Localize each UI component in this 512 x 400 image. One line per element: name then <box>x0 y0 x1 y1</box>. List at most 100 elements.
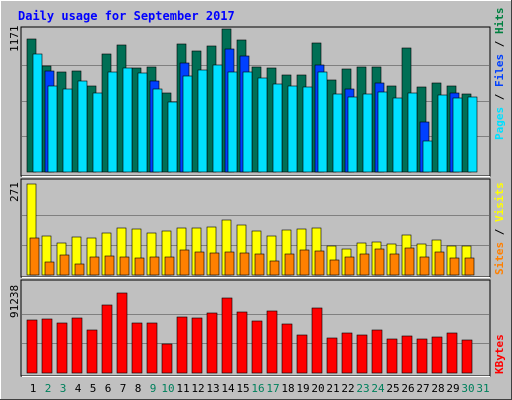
kbytes-bar-kbytes-day-19 <box>296 334 308 374</box>
requests-legend: Pages / Files / Hits <box>493 8 506 141</box>
kbytes-bar-kbytes-day-4 <box>71 317 83 374</box>
day-label-24: 24 <box>371 382 385 395</box>
kbytes-bar-kbytes-day-29 <box>446 332 458 374</box>
day-label-29: 29 <box>446 382 459 395</box>
visits-bar-sites-day-1 <box>29 237 40 276</box>
visits-bar-sites-day-12 <box>194 251 205 276</box>
day-label-26: 26 <box>401 382 414 395</box>
kbytes-bar-kbytes-day-17 <box>266 310 278 374</box>
day-label-3: 3 <box>60 382 67 395</box>
requests-bar-pages-day-26 <box>407 92 418 173</box>
requests-bars <box>26 28 478 173</box>
kbytes-bar-kbytes-day-14 <box>221 297 233 374</box>
requests-bar-pages-day-3 <box>62 88 73 173</box>
legend-kbytes: KBytes <box>493 334 506 374</box>
visits-bar-sites-day-9 <box>149 256 160 276</box>
visits-bar-sites-day-24 <box>374 248 385 276</box>
day-axis-labels: 1 2 3 4 5 6 7 8 9 10 11 12 13 14 15 16 17 18 19 20 21 22 23 24 2… <box>30 382 490 395</box>
kbytes-bar-kbytes-day-15 <box>236 311 248 374</box>
kbytes-bar-kbytes-day-26 <box>401 335 413 374</box>
legend-sites: Sites <box>493 242 506 275</box>
requests-bar-pages-day-19 <box>302 86 313 173</box>
requests-panel: 1171 Pages / Files / Hits <box>8 8 506 177</box>
day-label-16: 16 <box>251 382 264 395</box>
requests-bar-pages-day-28 <box>437 94 448 173</box>
chart-title: Daily usage for September 2017 <box>18 9 235 23</box>
kbytes-scale-label: 91238 <box>8 285 21 318</box>
day-label-17: 17 <box>266 382 279 395</box>
kbytes-bar-kbytes-day-23 <box>356 334 368 374</box>
requests-bar-pages-day-9 <box>152 88 163 173</box>
day-label-2: 2 <box>45 382 52 395</box>
legend-separator: / <box>493 34 506 54</box>
kbytes-bar-kbytes-day-28 <box>431 336 443 374</box>
kbytes-panel: 91238 KBytes <box>8 279 506 377</box>
day-label-9: 9 <box>150 382 157 395</box>
visits-bar-sites-day-4 <box>74 263 85 276</box>
visits-bar-sites-day-2 <box>44 261 55 276</box>
day-label-23: 23 <box>356 382 369 395</box>
requests-bar-pages-day-14 <box>227 71 238 173</box>
visits-bar-sites-day-5 <box>89 256 100 276</box>
kbytes-bar-kbytes-day-9 <box>146 322 158 374</box>
visits-legend: Sites / Visits <box>493 182 506 275</box>
visits-bar-sites-day-8 <box>134 257 145 276</box>
kbytes-bar-kbytes-day-30 <box>461 339 473 374</box>
day-label-10: 10 <box>161 382 174 395</box>
visits-bar-sites-day-20 <box>314 250 325 276</box>
requests-bar-pages-day-24 <box>377 91 388 173</box>
legend-files: Files <box>493 54 506 87</box>
day-label-8: 8 <box>135 382 142 395</box>
requests-bar-pages-day-22 <box>347 96 358 173</box>
day-label-22: 22 <box>341 382 354 395</box>
day-label-31: 31 <box>476 382 489 395</box>
requests-bar-pages-day-8 <box>137 72 148 173</box>
visits-bar-sites-day-15 <box>239 252 250 276</box>
visits-scale-label: 271 <box>8 182 21 202</box>
kbytes-bar-kbytes-day-3 <box>56 322 68 374</box>
kbytes-bar-kbytes-day-11 <box>176 316 188 374</box>
kbytes-bar-kbytes-day-18 <box>281 323 293 374</box>
visits-panel: 271 Sites / Visits <box>8 178 506 278</box>
day-label-12: 12 <box>191 382 204 395</box>
visits-bar-sites-day-19 <box>299 249 310 276</box>
day-label-20: 20 <box>311 382 324 395</box>
day-label-19: 19 <box>296 382 309 395</box>
requests-bar-pages-day-1 <box>32 53 43 173</box>
day-label-18: 18 <box>281 382 294 395</box>
kbytes-bar-kbytes-day-24 <box>371 329 383 374</box>
visits-bar-sites-day-6 <box>104 255 115 276</box>
requests-scale-label: 1171 <box>8 26 21 53</box>
visits-bar-sites-day-3 <box>59 254 70 276</box>
kbytes-bar-kbytes-day-20 <box>311 307 323 374</box>
kbytes-bar-kbytes-day-21 <box>326 337 338 374</box>
legend-pages: Pages <box>493 107 506 140</box>
visits-bar-sites-day-18 <box>284 253 295 276</box>
day-label-7: 7 <box>120 382 127 395</box>
requests-bar-pages-day-10 <box>167 101 178 173</box>
kbytes-bar-kbytes-day-12 <box>191 317 203 374</box>
requests-bar-pages-day-7 <box>122 67 133 173</box>
requests-bar-pages-day-16 <box>257 77 268 173</box>
kbytes-bars <box>26 292 473 374</box>
day-label-11: 11 <box>176 382 189 395</box>
requests-bar-pages-day-17 <box>272 83 283 173</box>
visits-bar-sites-day-17 <box>269 260 280 276</box>
day-label-13: 13 <box>206 382 219 395</box>
kbytes-bar-kbytes-day-7 <box>116 292 128 374</box>
visits-bar-sites-day-26 <box>404 247 415 276</box>
kbytes-bar-kbytes-day-16 <box>251 320 263 374</box>
requests-bar-pages-day-13 <box>212 64 223 173</box>
kbytes-bar-kbytes-day-8 <box>131 322 143 374</box>
day-label-5: 5 <box>90 382 97 395</box>
visits-bar-sites-day-10 <box>164 256 175 276</box>
day-label-30: 30 <box>461 382 474 395</box>
kbytes-bar-kbytes-day-22 <box>341 332 353 374</box>
visits-bar-sites-day-22 <box>344 256 355 276</box>
requests-bar-pages-day-30 <box>467 96 478 173</box>
kbytes-bar-kbytes-day-13 <box>206 312 218 374</box>
requests-bar-pages-day-27 <box>422 140 433 173</box>
requests-bar-pages-day-11 <box>182 75 193 173</box>
requests-bar-pages-day-21 <box>332 93 343 173</box>
